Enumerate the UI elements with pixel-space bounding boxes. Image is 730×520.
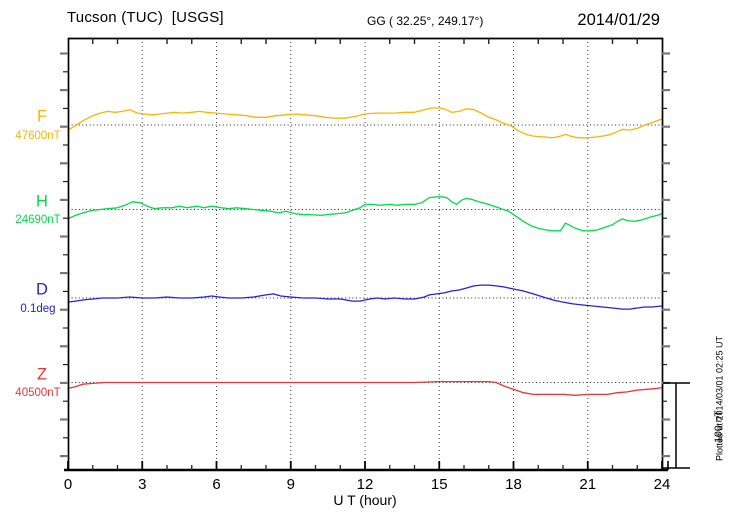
x-tick-label-12: 12 — [356, 476, 374, 493]
x-tick-label-3: 3 — [138, 476, 147, 493]
series-label-H: H — [36, 192, 48, 210]
series-label-D: D — [36, 280, 48, 299]
geographic-coordinates: GG ( 32.25°, 249.17°) — [367, 14, 484, 28]
trace-Z — [67, 380, 663, 396]
x-tick-label-24: 24 — [653, 476, 671, 493]
plot-date: 2014/01/29 — [577, 11, 660, 29]
series-baseline-label-H: 24690nT — [15, 214, 61, 226]
x-axis-title: U T (hour) — [333, 492, 397, 508]
x-tick-label-0: 0 — [63, 476, 73, 493]
plotted-at-note: Plotted at 2014/03/01 02:25 UT — [714, 335, 725, 462]
x-tick-label-9: 9 — [286, 476, 295, 493]
x-tick-label-21: 21 — [579, 476, 597, 493]
x-tick-label-18: 18 — [505, 476, 522, 493]
series-label-F: F — [36, 107, 48, 126]
x-tick-label-6: 6 — [212, 476, 221, 493]
trace-D — [67, 284, 663, 310]
trace-F — [67, 107, 663, 139]
station-title: Tucson (TUC) [USGS] — [67, 9, 224, 26]
x-tick-label-15: 15 — [430, 476, 448, 493]
series-baseline-label-F: 47600nT — [15, 129, 61, 142]
trace-H — [67, 196, 663, 232]
series-baseline-label-D: 0.1deg — [20, 302, 56, 315]
series-baseline-label-Z: 40500nT — [15, 387, 61, 399]
scale-bar-labels: 100 nT 0.5 deg — [691, 381, 725, 473]
series-label-Z: Z — [36, 365, 48, 383]
